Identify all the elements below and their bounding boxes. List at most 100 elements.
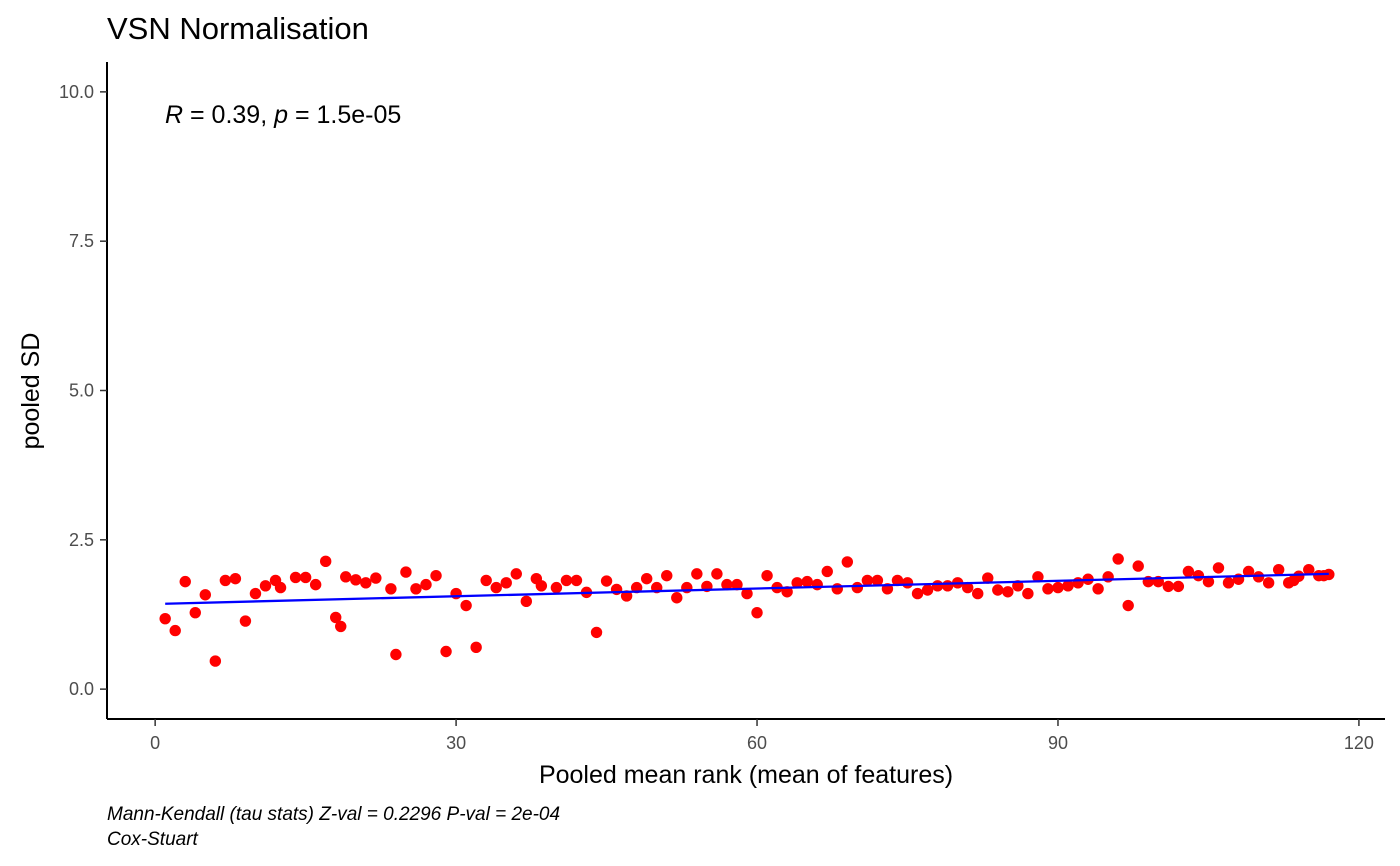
data-point xyxy=(450,587,462,600)
data-point xyxy=(470,641,482,654)
y-tick-label: 0.0 xyxy=(69,679,94,699)
data-point xyxy=(1072,577,1084,589)
data-point xyxy=(550,581,563,594)
data-point xyxy=(992,584,1004,596)
plot-panel: 0 30 60 90 120 0.0 2.5 5.0 7.5 10.0 xyxy=(59,62,1385,753)
data-point xyxy=(1062,580,1074,592)
data-point xyxy=(1032,571,1044,583)
x-tick-label: 0 xyxy=(150,733,160,753)
data-point xyxy=(560,574,573,587)
x-tick-label: 120 xyxy=(1344,733,1374,753)
data-point xyxy=(490,581,502,594)
correlation-annotation: R = 0.39, p = 1.5e-05 xyxy=(165,101,401,129)
data-point xyxy=(319,555,332,568)
data-point xyxy=(1042,583,1054,595)
data-point xyxy=(961,581,974,594)
x-tick-label: 30 xyxy=(446,733,466,753)
data-point xyxy=(741,587,753,600)
data-point xyxy=(330,611,342,624)
chart-title: VSN Normalisation xyxy=(107,11,369,46)
data-point xyxy=(691,568,703,580)
data-point xyxy=(480,574,492,587)
data-point xyxy=(1293,570,1305,582)
data-point xyxy=(941,580,954,592)
y-tick-label: 10.0 xyxy=(59,82,94,102)
r-symbol: R xyxy=(165,101,183,129)
data-point xyxy=(721,578,733,591)
y-tick-label: 7.5 xyxy=(69,231,94,251)
data-point xyxy=(921,584,934,596)
data-point xyxy=(901,577,914,589)
data-point xyxy=(390,648,402,661)
data-point xyxy=(751,606,763,619)
data-point xyxy=(209,655,222,667)
data-point xyxy=(1162,580,1175,593)
data-point xyxy=(169,624,181,637)
data-point xyxy=(189,606,201,619)
data-point xyxy=(1303,563,1315,576)
data-point xyxy=(811,578,823,591)
data-point xyxy=(671,592,683,604)
data-point xyxy=(1102,571,1114,583)
data-point xyxy=(711,568,723,580)
data-point xyxy=(931,580,944,592)
data-point xyxy=(801,575,813,588)
data-point xyxy=(520,595,533,608)
data-point xyxy=(1112,553,1124,565)
data-point xyxy=(1252,571,1265,583)
data-point xyxy=(249,587,262,600)
data-point xyxy=(851,581,864,594)
x-tick-label: 90 xyxy=(1048,733,1068,753)
x-axis-title: Pooled mean rank (mean of features) xyxy=(539,761,953,789)
data-point xyxy=(385,583,397,595)
data-point xyxy=(831,583,843,595)
data-point xyxy=(199,589,212,601)
data-point xyxy=(841,556,854,568)
data-point xyxy=(440,645,452,658)
p-value-text: = 1.5e-05 xyxy=(288,101,401,129)
data-point xyxy=(570,574,583,587)
data-point xyxy=(239,615,252,627)
data-point xyxy=(535,580,548,592)
data-point xyxy=(600,575,613,587)
data-point xyxy=(410,583,422,595)
data-point xyxy=(1022,587,1034,600)
data-point xyxy=(360,577,372,589)
data-point xyxy=(400,566,412,578)
x-tick-label: 60 xyxy=(747,733,767,753)
y-axis-title: pooled SD xyxy=(17,333,45,450)
data-point xyxy=(1222,577,1235,589)
data-point xyxy=(761,569,773,582)
data-point xyxy=(1272,563,1285,576)
data-point xyxy=(420,578,432,591)
data-point xyxy=(911,587,924,600)
data-point xyxy=(274,581,287,594)
data-point xyxy=(821,565,833,578)
caption-line-1: Mann-Kendall (tau stats) Z-val = 0.2296 … xyxy=(107,804,560,825)
data-point xyxy=(350,574,362,586)
data-point xyxy=(1122,599,1134,612)
data-point xyxy=(640,572,653,585)
y-tick-label: 5.0 xyxy=(69,381,94,401)
data-point xyxy=(229,572,242,585)
data-point xyxy=(340,571,352,583)
data-point xyxy=(791,577,803,589)
y-tick-label: 2.5 xyxy=(69,530,94,550)
data-point xyxy=(891,574,904,587)
data-point xyxy=(500,577,512,589)
data-point xyxy=(1202,575,1215,588)
data-point xyxy=(1182,565,1195,578)
data-point xyxy=(510,568,522,580)
data-point xyxy=(289,571,302,584)
data-point xyxy=(460,599,472,612)
data-point xyxy=(335,620,347,633)
data-point xyxy=(259,580,272,592)
data-point xyxy=(299,571,312,584)
data-point xyxy=(1242,565,1255,578)
r-value-text: = 0.39, xyxy=(183,101,274,129)
data-point xyxy=(430,569,442,582)
data-point xyxy=(731,578,743,591)
data-point xyxy=(1212,562,1225,574)
